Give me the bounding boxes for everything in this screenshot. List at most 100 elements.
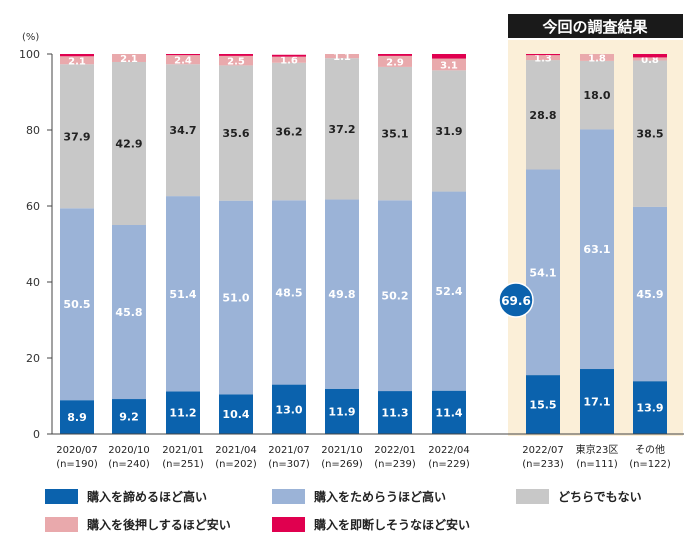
bar-segment-neither	[166, 64, 200, 197]
legend-swatch-give_up	[45, 489, 78, 504]
bar-segment-hesitate	[526, 169, 560, 376]
legend-swatch-push	[45, 517, 78, 532]
data-label-give_up: 13.0	[275, 403, 302, 416]
x-tick-label: 2021/04	[215, 445, 257, 456]
bar-segment-push	[272, 56, 306, 63]
x-tick-count: (n=190)	[56, 459, 98, 470]
bar-segment-push	[580, 54, 614, 61]
data-label-hesitate: 50.2	[381, 290, 408, 303]
data-label-push: 2.4	[174, 56, 192, 67]
bar-segment-decide	[219, 54, 253, 56]
bar-segment-give_up	[219, 394, 253, 434]
bar-segment-decide	[526, 54, 560, 56]
highlight-title: 今回の調査結果	[541, 18, 648, 36]
x-tick-count: (n=122)	[629, 459, 671, 470]
y-axis: 0 20 40 60 80 100	[19, 48, 53, 441]
bar-segment-give_up	[378, 391, 412, 434]
data-label-push: 1.1	[333, 52, 351, 63]
x-tick-label: 2022/04	[428, 445, 470, 456]
bar-segment-neither	[60, 64, 94, 209]
bar-segment-give_up	[526, 375, 560, 434]
bar-segment-push	[112, 54, 146, 62]
legend-label-push: 購入を後押しするほど安い	[86, 517, 231, 532]
bar-segment-give_up	[60, 400, 94, 434]
bar-segment-push	[166, 55, 200, 65]
callout-value: 69.6	[501, 294, 531, 308]
bar-segment-decide	[378, 54, 412, 56]
x-tick-label: 2020/10	[108, 445, 150, 456]
x-tick-count: (n=269)	[321, 459, 363, 470]
bar-segment-hesitate	[112, 225, 146, 400]
x-tick-count: (n=229)	[428, 459, 470, 470]
bar-segment-give_up	[432, 390, 466, 434]
data-label-neither: 35.1	[381, 128, 408, 141]
legend-label-neither: どちらでもない	[558, 490, 642, 504]
bar-segment-neither	[633, 60, 667, 207]
y-tick-label: 40	[26, 276, 40, 289]
bar-segment-neither	[112, 61, 146, 226]
data-label-give_up: 11.3	[381, 407, 408, 420]
bar-segment-decide	[272, 54, 306, 57]
data-label-hesitate: 48.5	[275, 286, 302, 299]
data-label-hesitate: 52.4	[435, 285, 462, 298]
x-tick-count: (n=111)	[576, 459, 618, 470]
bar-segment-neither	[378, 66, 412, 201]
x-tick-count: (n=240)	[108, 459, 150, 470]
data-label-push: 2.5	[227, 57, 245, 68]
x-tick-label: 2022/01	[374, 445, 416, 456]
y-tick-label: 80	[26, 124, 40, 137]
highlight-title-box	[508, 14, 683, 38]
data-label-hesitate: 63.1	[583, 243, 610, 256]
bar-segment-neither	[272, 62, 306, 201]
y-tick-label: 100	[19, 48, 40, 61]
x-axis: 2020/07 (n=190) 2020/10 (n=240) 2021/01 (n=25…	[52, 433, 684, 470]
legend: 購入を諦めるほど高い 購入をためらうほど高い どちらでもない購入を後押しするほど安い…	[45, 489, 642, 532]
bar-segment-hesitate	[633, 206, 667, 382]
x-tick-label: 2021/07	[268, 445, 310, 456]
bar-segment-push	[633, 57, 667, 61]
x-tick-count: (n=233)	[522, 459, 564, 470]
bar-segment-hesitate	[378, 200, 412, 392]
x-tick-count: (n=307)	[268, 459, 310, 470]
data-label-push: 1.3	[534, 54, 552, 65]
callout-circle	[498, 282, 534, 318]
data-label-push: 1.8	[588, 53, 606, 64]
bar-segment-push	[526, 55, 560, 61]
callout-badge: 69.6	[498, 282, 534, 318]
data-label-give_up: 13.9	[636, 402, 663, 415]
data-label-hesitate: 45.8	[115, 306, 142, 319]
y-axis-unit: (%)	[22, 32, 39, 43]
bar-segment-hesitate	[60, 208, 94, 401]
data-label-push: 2.1	[68, 56, 86, 67]
data-label-neither: 36.2	[275, 126, 302, 139]
y-tick-label: 60	[26, 200, 40, 213]
x-tick-label: その他	[635, 443, 665, 456]
bar-segment-give_up	[272, 384, 306, 434]
bar-segment-neither	[580, 60, 614, 130]
legend-swatch-hesitate	[272, 489, 305, 504]
x-tick-label: 2020/07	[56, 445, 98, 456]
bar-segment-hesitate	[272, 200, 306, 385]
data-label-neither: 31.9	[435, 125, 462, 138]
data-label-hesitate: 54.1	[529, 266, 556, 279]
data-label-give_up: 17.1	[583, 396, 610, 409]
x-tick-count: (n=202)	[215, 459, 257, 470]
bar-segment-hesitate	[325, 199, 359, 389]
data-label-neither: 38.5	[636, 128, 663, 141]
x-tick-count: (n=239)	[374, 459, 416, 470]
legend-label-hesitate: 購入をためらうほど高い	[313, 489, 446, 504]
bar-segment-give_up	[325, 388, 359, 434]
data-label-give_up: 8.9	[67, 411, 87, 424]
legend-swatch-neither	[516, 489, 549, 504]
bar-segment-push	[325, 54, 359, 59]
bar-segment-hesitate	[580, 129, 614, 370]
bar-segment-decide	[633, 54, 667, 58]
data-label-push: 2.1	[120, 54, 138, 65]
bar-segment-push	[378, 55, 412, 67]
data-label-give_up: 9.2	[119, 411, 139, 424]
data-label-hesitate: 51.4	[169, 288, 196, 301]
data-label-give_up: 10.4	[222, 408, 249, 421]
data-label-neither: 35.6	[222, 127, 249, 140]
data-label-give_up: 15.5	[529, 399, 556, 412]
